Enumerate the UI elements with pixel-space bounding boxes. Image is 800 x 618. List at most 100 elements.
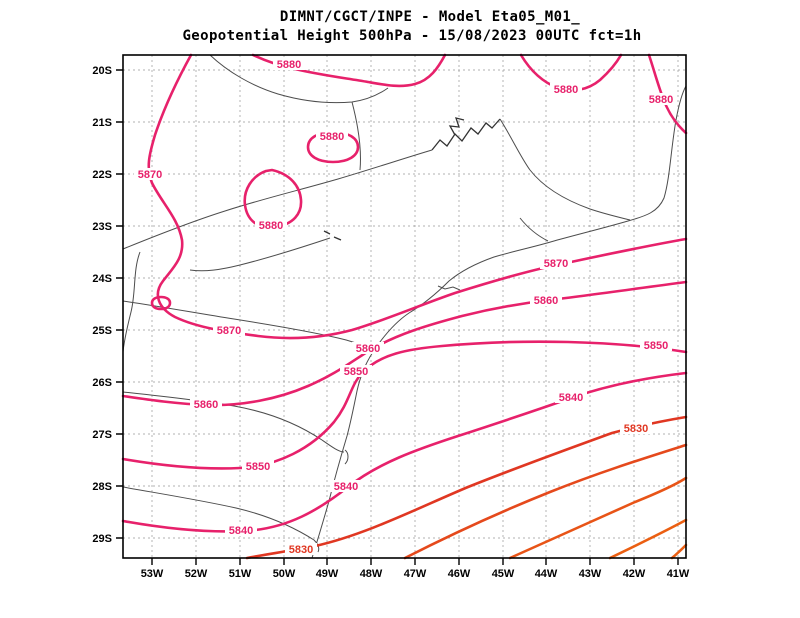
x-tick-label: 50W [273,568,296,580]
x-tick-label: 41W [667,568,690,580]
contour-label-5850: 5850 [242,460,274,473]
contour-labels: 5880 5880 5880 5880 5880 5870 5870 5870 [134,58,677,556]
contour-label-5870: 5870 [213,324,245,337]
plot-frame [122,54,687,559]
y-tick-label: 28S [92,481,112,493]
contour-5800-unlabeled [608,518,688,560]
contour-5870-main [147,53,688,340]
contour-label-5880: 5880 [645,93,677,106]
x-tick-label: 48W [360,568,383,580]
svg-text:5870: 5870 [138,169,162,181]
tiete-river [189,237,331,272]
x-tick-label: 51W [229,568,252,580]
svg-text:5860: 5860 [356,343,380,355]
contour-corner-unlabeled [670,543,688,560]
x-tick-label: 53W [141,568,164,580]
contour-label-5880: 5880 [273,58,305,71]
state-border-branch [351,101,361,171]
contour-label-5860: 5860 [190,398,222,411]
y-tick-label: 25S [92,325,112,337]
svg-text:5840: 5840 [559,392,583,404]
contour-label-5880: 5880 [255,219,287,232]
contour-5830-main [245,415,688,560]
x-ticks [151,558,679,565]
x-tick-label: 46W [448,568,471,580]
y-tick-label: 24S [92,273,112,285]
x-axis-labels: 53W 52W 51W 50W 49W 48W 47W 46W 45W 44W … [141,568,690,580]
svg-text:5850: 5850 [246,461,270,473]
geography [122,54,687,559]
reservoir-arm [448,117,465,136]
svg-text:5860: 5860 [194,399,218,411]
y-tick-label: 29S [92,533,112,545]
graticule [123,55,686,558]
svg-text:5880: 5880 [320,131,344,143]
island-florianopolis [344,449,349,465]
x-tick-label: 44W [535,568,558,580]
svg-text:5880: 5880 [259,220,283,232]
contour-5880-closed-blob [243,168,303,229]
reservoir-furnas [431,118,501,151]
contour-5840-main [121,371,688,533]
svg-text:5840: 5840 [229,525,253,537]
state-border-sp-pr [122,300,371,350]
y-tick-label: 23S [92,221,112,233]
axes [116,54,687,565]
coastline [311,85,687,559]
svg-text:5840: 5840 [334,481,358,493]
state-border-sc-rs [122,486,320,553]
state-border-sp-mg [122,149,433,250]
contour-label-5830: 5830 [285,543,317,556]
x-tick-label: 43W [579,568,602,580]
svg-text:5830: 5830 [624,423,648,435]
x-tick-label: 47W [404,568,427,580]
svg-text:5860: 5860 [534,295,558,307]
contour-label-5840: 5840 [555,391,587,404]
state-border-pr-sc [122,391,345,453]
x-tick-label: 42W [623,568,646,580]
contour-label-5840: 5840 [225,524,257,537]
y-ticks [116,69,123,539]
svg-text:5830: 5830 [289,544,313,556]
coast-detail-santos [437,285,461,291]
parana-river [122,251,141,353]
contour-label-5870: 5870 [540,257,572,270]
contour-label-5880: 5880 [550,83,582,96]
contour-label-5830: 5830 [620,422,652,435]
state-border-mg-rj [499,118,631,221]
gridlines-horizontal [123,69,686,539]
contour-label-5850: 5850 [340,365,372,378]
chart-titles: DIMNT/CGCT/INPE - Model Eta05_M01_ Geopo… [182,9,641,44]
x-tick-label: 45W [492,568,515,580]
contour-5810-unlabeled [508,476,688,560]
state-border-sp-rj [519,217,549,242]
svg-text:5850: 5850 [644,340,668,352]
x-tick-label: 49W [316,568,339,580]
inland-lakes [323,230,342,241]
contour-label-5860: 5860 [530,294,562,307]
contour-label-5850: 5850 [640,339,672,352]
y-tick-label: 21S [92,117,112,129]
svg-text:5880: 5880 [554,84,578,96]
svg-text:5870: 5870 [217,325,241,337]
contour-5870-closed-tiny [150,295,172,311]
y-tick-label: 22S [92,169,112,181]
svg-text:5880: 5880 [649,94,673,106]
svg-text:5850: 5850 [344,366,368,378]
y-tick-label: 26S [92,377,112,389]
contour-lines [121,53,688,560]
contour-label-5870: 5870 [134,168,166,181]
contour-5820-unlabeled [403,443,688,560]
y-tick-label: 27S [92,429,112,441]
contour-label-5840: 5840 [330,480,362,493]
y-axis-labels: 20S 21S 22S 23S 24S 25S 26S 27S 28S 29S [92,65,112,545]
svg-text:5870: 5870 [544,258,568,270]
state-border-mg-north [209,54,389,104]
contour-label-5860: 5860 [352,342,384,355]
title-line-2: Geopotential Height 500hPa - 15/08/2023 … [182,28,641,44]
contour-label-5880: 5880 [316,130,348,143]
x-tick-label: 52W [185,568,208,580]
title-line-1: DIMNT/CGCT/INPE - Model Eta05_M01_ [280,9,580,25]
